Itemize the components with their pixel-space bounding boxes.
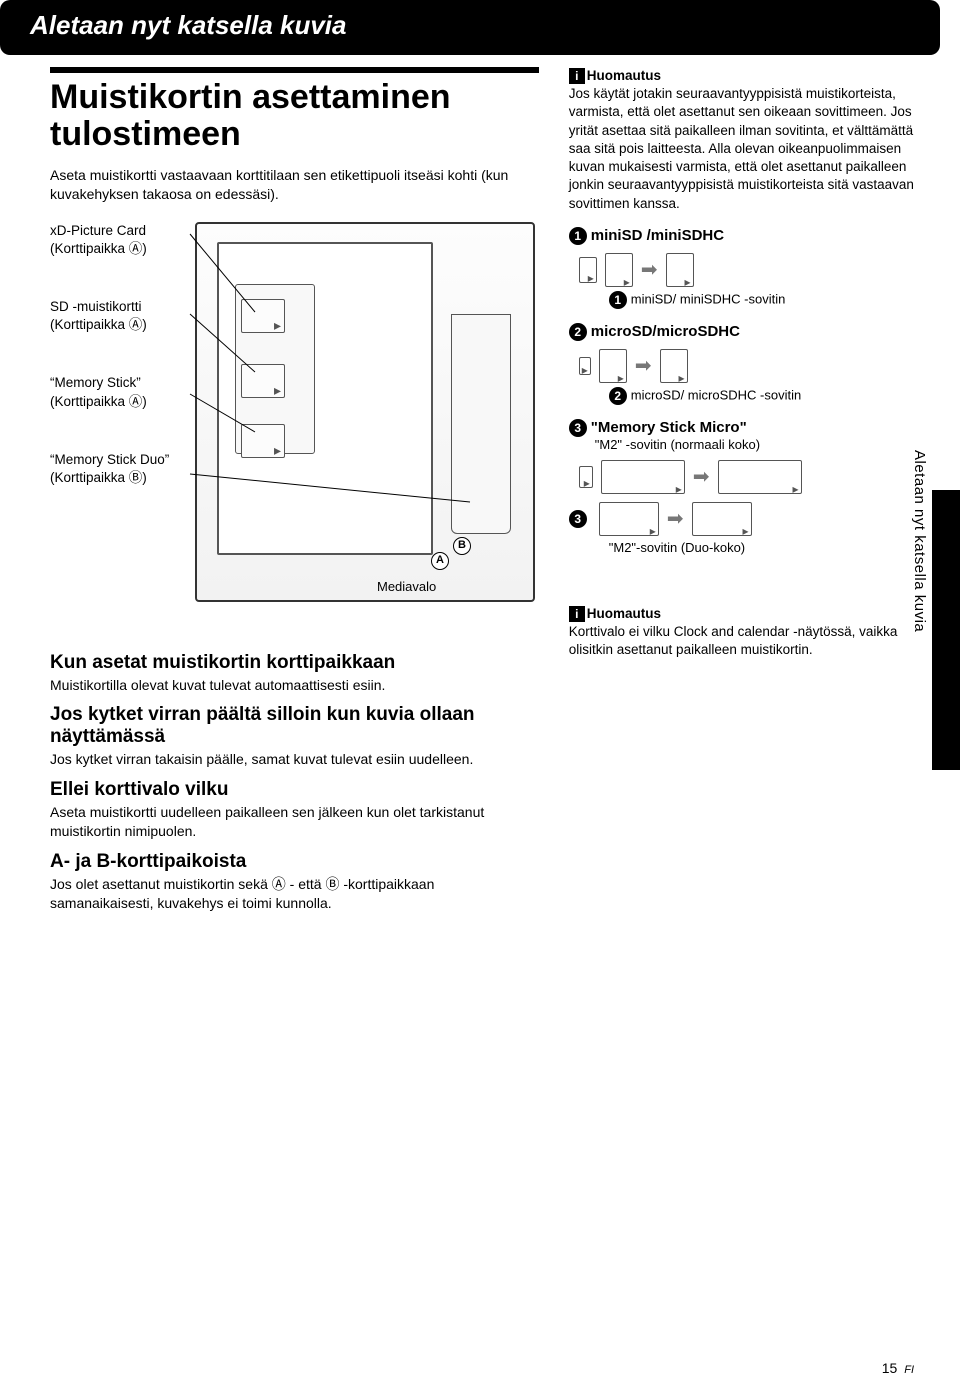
- note2-title: iHuomautus: [569, 605, 930, 623]
- sd-full-icon: [666, 253, 694, 287]
- card-icon-2: [241, 364, 285, 398]
- adapter3-sub2: "M2"-sovitin (Duo-koko): [609, 540, 930, 555]
- page-banner: Aletaan nyt katsella kuvia: [0, 0, 940, 55]
- page-num-value: 15: [882, 1360, 898, 1376]
- main-heading: Muistikortin asettaminen tulostimeen: [50, 79, 539, 154]
- section-abslots-p: Jos olet asettanut muistikortin sekä Ⓐ -…: [50, 875, 539, 913]
- label-ms-slot: (Korttipaikka Ⓐ): [50, 394, 147, 409]
- adapter2-num2: 2: [609, 387, 627, 405]
- adapter3-title: 3"Memory Stick Micro": [569, 419, 930, 437]
- note1-body: Jos käytät jotakin seuraavantyyppisistä …: [569, 85, 930, 213]
- sd-full-icon2: [660, 349, 688, 383]
- arrow-icon: ➡: [635, 353, 652, 378]
- content-area: Muistikortin asettaminen tulostimeen Ase…: [0, 55, 960, 913]
- adapter2-sub-text: microSD/ microSDHC -sovitin: [631, 387, 801, 402]
- label-msduo: Memory Stick Duo (Korttipaikka Ⓑ): [50, 451, 195, 487]
- note2-title-text: Huomautus: [587, 606, 661, 621]
- card-icon-3: [241, 424, 285, 458]
- label-msduo-name: Memory Stick Duo: [50, 452, 169, 467]
- left-column: Muistikortin asettaminen tulostimeen Ase…: [50, 67, 539, 913]
- label-xd-name: xD-Picture Card: [50, 223, 146, 238]
- adapter1-sub: 1 miniSD/ miniSDHC -sovitin: [609, 291, 930, 309]
- note1-title-text: Huomautus: [587, 68, 661, 83]
- label-sd-slot: (Korttipaikka Ⓐ): [50, 317, 147, 332]
- label-xd-slot: (Korttipaikka Ⓐ): [50, 241, 147, 256]
- adapter-m2: 3"Memory Stick Micro" "M2" -sovitin (nor…: [569, 419, 930, 555]
- banner-title: Aletaan nyt katsella kuvia: [30, 10, 910, 41]
- page-lang: FI: [904, 1364, 914, 1376]
- thumb-tab-text: Aletaan nyt katsella kuvia: [911, 450, 928, 632]
- slot-b-badge: B: [453, 537, 471, 555]
- label-xd: xD-Picture Card (Korttipaikka Ⓐ): [50, 222, 195, 258]
- adapter2-icon: [599, 349, 627, 383]
- thumb-tab: [932, 490, 960, 770]
- section-insert-p: Muistikortilla olevat kuvat tulevat auto…: [50, 676, 539, 695]
- msduo-icon: [692, 502, 752, 536]
- note-icon: i: [569, 606, 585, 622]
- slot-b: [451, 314, 511, 534]
- label-ms: Memory Stick (Korttipaikka Ⓐ): [50, 374, 195, 410]
- adapter3-row2: 3 ➡: [579, 502, 930, 536]
- mediavalo-label: Mediavalo: [377, 579, 436, 594]
- m2-adapter-full: [601, 460, 685, 494]
- label-msduo-slot: (Korttipaikka Ⓑ): [50, 470, 147, 485]
- adapter1-row: ➡: [579, 253, 930, 287]
- label-ms-name: Memory Stick: [50, 375, 141, 390]
- card-icon-1: [241, 299, 285, 333]
- card-labels: xD-Picture Card (Korttipaikka Ⓐ) SD -mui…: [50, 222, 195, 528]
- adapter1-name: miniSD /miniSDHC: [591, 227, 724, 244]
- adapter-icon: [605, 253, 633, 287]
- section-abslots: A- ja B-korttipaikoista Jos olet asettan…: [50, 851, 539, 913]
- adapter2-row: ➡: [579, 349, 930, 383]
- adapter2-sub: 2 microSD/ microSDHC -sovitin: [609, 387, 930, 405]
- right-column: iHuomautus Jos käytät jotakin seuraavant…: [569, 67, 930, 913]
- adapter2-num: 2: [569, 323, 587, 341]
- arrow-icon: ➡: [667, 506, 684, 531]
- section-poweroff-p: Jos kytket virran takaisin päälle, samat…: [50, 750, 539, 769]
- note-icon: i: [569, 68, 585, 84]
- device-diagram: xD-Picture Card (Korttipaikka Ⓐ) SD -mui…: [50, 222, 539, 642]
- adapter1-num: 1: [569, 227, 587, 245]
- adapter2-title: 2microSD/microSDHC: [569, 323, 930, 341]
- note2-body: Korttivalo ei vilku Clock and calendar -…: [569, 623, 930, 659]
- section-abslots-h: A- ja B-korttipaikoista: [50, 851, 539, 873]
- m2-adapter-duo: [599, 502, 659, 536]
- adapter3-sub1: "M2" -sovitin (normaali koko): [595, 437, 930, 452]
- adapter-microsd: 2microSD/microSDHC ➡ 2microSD/ microSDHC…: [569, 323, 930, 405]
- arrow-icon: ➡: [641, 257, 658, 282]
- section-noblink-p: Aseta muistikortti uudelleen paikalleen …: [50, 803, 539, 841]
- adapter1-sub-text: miniSD/ miniSDHC -sovitin: [631, 291, 786, 306]
- microsd-icon: [579, 357, 591, 375]
- adapter3-num2: 3: [569, 510, 587, 528]
- adapter2-name: microSD/microSDHC: [591, 323, 740, 340]
- adapter3-row1: ➡: [579, 460, 930, 494]
- adapter3-num: 3: [569, 419, 587, 437]
- title-block: Muistikortin asettaminen tulostimeen: [50, 67, 539, 154]
- intro-text: Aseta muistikortti vastaavaan korttitila…: [50, 166, 539, 204]
- m2-icon: [579, 466, 593, 488]
- adapter3-name: Memory Stick Micro: [598, 419, 740, 436]
- label-sd: SD -muistikortti (Korttipaikka Ⓐ): [50, 298, 195, 334]
- section-poweroff: Jos kytket virran päältä silloin kun kuv…: [50, 704, 539, 769]
- ms-full-icon: [718, 460, 802, 494]
- section-insert: Kun asetat muistikortin korttipaikkaan M…: [50, 652, 539, 695]
- section-noblink: Ellei korttivalo vilku Aseta muistikortt…: [50, 779, 539, 841]
- section-noblink-h: Ellei korttivalo vilku: [50, 779, 539, 801]
- adapter-minisd: 1miniSD /miniSDHC ➡ 1miniSD/ miniSDHC -s…: [569, 227, 930, 309]
- label-sd-name: SD -muistikortti: [50, 299, 142, 314]
- page-number: 15 FI: [882, 1360, 914, 1376]
- note1-title: iHuomautus: [569, 67, 930, 85]
- minisd-icon: [579, 257, 597, 283]
- section-poweroff-h: Jos kytket virran päältä silloin kun kuv…: [50, 704, 539, 748]
- device-illustration: A B Mediavalo: [195, 222, 535, 602]
- arrow-icon: ➡: [693, 464, 710, 489]
- slot-a-badge: A: [431, 552, 449, 570]
- adapter1-title: 1miniSD /miniSDHC: [569, 227, 930, 245]
- section-insert-h: Kun asetat muistikortin korttipaikkaan: [50, 652, 539, 674]
- adapter1-num2: 1: [609, 291, 627, 309]
